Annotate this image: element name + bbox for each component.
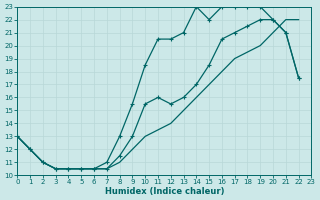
X-axis label: Humidex (Indice chaleur): Humidex (Indice chaleur) bbox=[105, 187, 224, 196]
